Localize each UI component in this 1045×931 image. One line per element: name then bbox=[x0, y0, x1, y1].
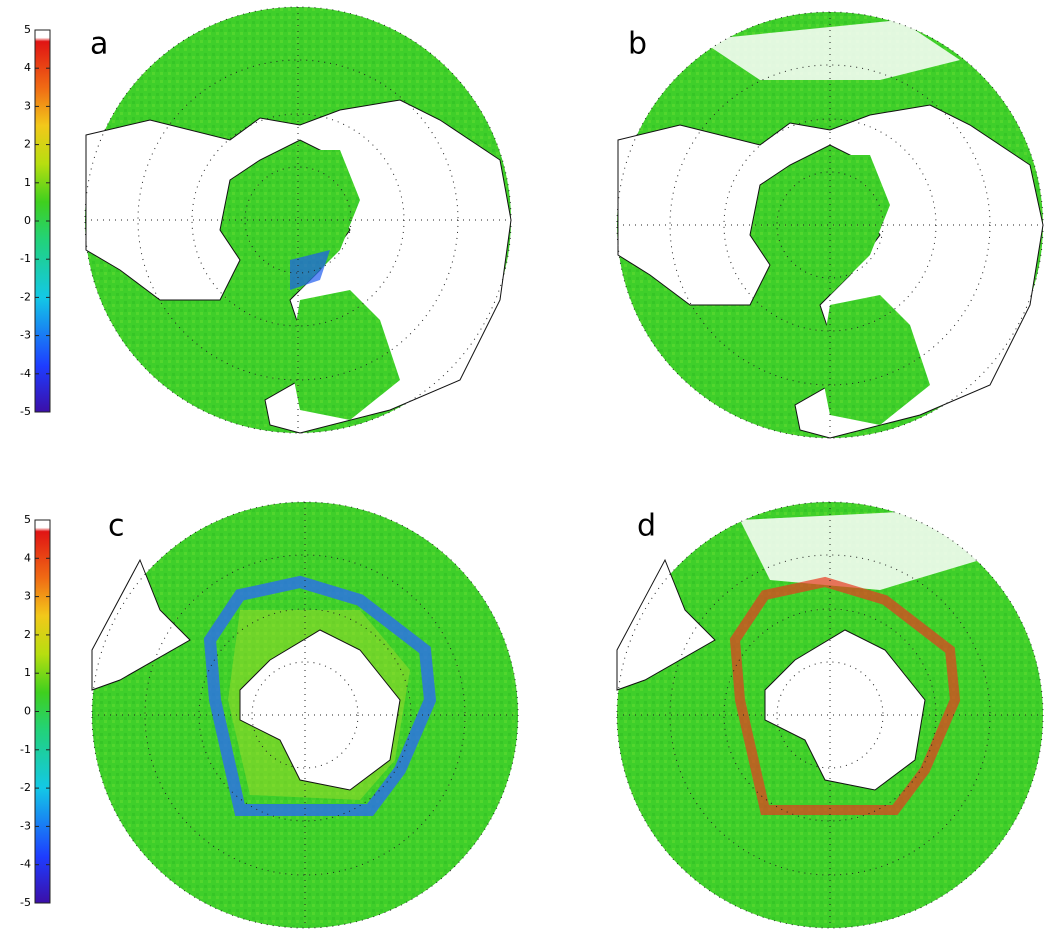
tick-label: -3 bbox=[20, 819, 31, 832]
map-panel bbox=[617, 12, 1043, 438]
map-panel bbox=[92, 502, 518, 928]
tick-label: 3 bbox=[24, 99, 31, 112]
map-panel bbox=[617, 502, 1043, 928]
tick-label: 1 bbox=[24, 176, 31, 189]
tick-label: 5 bbox=[24, 23, 31, 36]
panel-label: c bbox=[108, 509, 125, 544]
tick-label: -4 bbox=[20, 858, 31, 871]
tick-label: -1 bbox=[20, 252, 31, 265]
tick-label: 4 bbox=[24, 61, 31, 74]
tick-label: 4 bbox=[24, 551, 31, 564]
tick-label: 1 bbox=[24, 666, 31, 679]
tick-label: -5 bbox=[20, 405, 31, 418]
tick-label: 0 bbox=[24, 705, 31, 718]
tick-label: -1 bbox=[20, 743, 31, 756]
tick-label: 0 bbox=[24, 214, 31, 227]
panel-label: d bbox=[637, 509, 656, 544]
tick-label: 5 bbox=[24, 513, 31, 526]
tick-label: -4 bbox=[20, 367, 31, 380]
tick-label: -3 bbox=[20, 329, 31, 342]
tick-label: -5 bbox=[20, 896, 31, 909]
map-panel bbox=[85, 7, 511, 433]
tick-label: 2 bbox=[24, 138, 31, 151]
panel-label: a bbox=[90, 27, 108, 62]
tick-label: -2 bbox=[20, 781, 31, 794]
tick-label: 3 bbox=[24, 590, 31, 603]
tick-label: 2 bbox=[24, 628, 31, 641]
figure: a b c d -5 -4 -3 -2 -1 0 1 2 3 4 5 -5 -4 -3 -2 -1 0 1 2 3 4 5 bbox=[0, 0, 1045, 931]
panel-label: b bbox=[628, 27, 647, 62]
tick-label: -2 bbox=[20, 290, 31, 303]
